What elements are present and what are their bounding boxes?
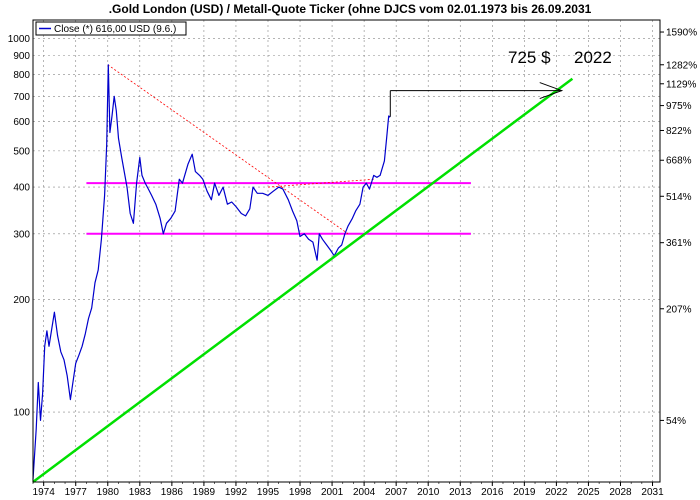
trend-line-series [32, 77, 574, 484]
arrow-head [539, 82, 564, 100]
x-tick-label: 2004 [353, 487, 376, 498]
x-tick-label: 1977 [65, 487, 88, 498]
legend-box [35, 21, 187, 36]
y-right-tick-label: 207% [666, 304, 692, 315]
x-tick-label: 1998 [289, 487, 312, 498]
x-tick-label: 1986 [161, 487, 184, 498]
x-tick-label: 2007 [385, 487, 408, 498]
x-tick-label: 1983 [129, 487, 152, 498]
y-left-tick-label: 600 [13, 117, 30, 128]
x-tick-label: 2028 [609, 487, 632, 498]
y-right-tick-label: 54% [666, 416, 686, 427]
y-left-tick-label: 100 [13, 408, 30, 419]
dotted-trend-line [107, 64, 349, 235]
x-tick-label: 1974 [33, 487, 56, 498]
x-tick-label: 1992 [225, 487, 248, 498]
y-right-tick-label: 514% [666, 192, 692, 203]
series-layer [32, 64, 574, 484]
y-right-tick-label: 361% [666, 238, 692, 249]
x-tick-label: 2019 [513, 487, 536, 498]
support-lines [86, 64, 471, 235]
price-series-line [32, 64, 391, 480]
y-left-tick-label: 400 [13, 183, 30, 194]
y-left-tick-label: 500 [13, 146, 30, 157]
x-tick-label: 2013 [449, 487, 472, 498]
y-right-tick-label: 1282% [666, 60, 697, 71]
x-tick-label: 2001 [321, 487, 344, 498]
plot-frame [32, 19, 661, 483]
y-right-tick-label: 822% [666, 126, 692, 137]
y-right-tick-label: 1129% [666, 79, 697, 90]
x-tick-label: 2025 [577, 487, 600, 498]
dotted-trend-line [267, 178, 375, 188]
legend: Close (*) 616,00 USD (9.6.) [35, 21, 187, 36]
y-right-tick-label: 1590% [666, 28, 697, 39]
y-left-tick-label: 900 [13, 51, 30, 62]
x-tick-label: 1995 [257, 487, 280, 498]
annotation-layer [389, 82, 564, 117]
y-left-tick-label: 700 [13, 92, 30, 103]
x-tick-label: 2031 [641, 487, 664, 498]
annotation-price: 725 $ [508, 48, 551, 67]
x-tick-label: 2010 [417, 487, 440, 498]
y-left-tick-label: 800 [13, 70, 30, 81]
y-right-tick-label: 975% [666, 101, 692, 112]
annotation-year: 2022 [574, 48, 612, 67]
chart-title: .Gold London (USD) / Metall-Quote Ticker… [109, 2, 592, 16]
grid [33, 20, 660, 482]
legend-label: Close (*) 616,00 USD (9.6.) [54, 24, 176, 35]
y-left-tick-label: 300 [13, 229, 30, 240]
y-right-tick-label: 668% [666, 156, 692, 167]
x-tick-label: 2022 [545, 487, 568, 498]
x-tick-label: 1989 [193, 487, 216, 498]
x-tick-label: 1980 [97, 487, 120, 498]
x-tick-label: 2016 [481, 487, 504, 498]
y-left-tick-label: 200 [13, 295, 30, 306]
tick-labels: 1974 1977 1980 1983 1986 1989 1992 1995 1998 2001… [8, 28, 697, 498]
y-left-tick-label: 1000 [8, 34, 31, 45]
